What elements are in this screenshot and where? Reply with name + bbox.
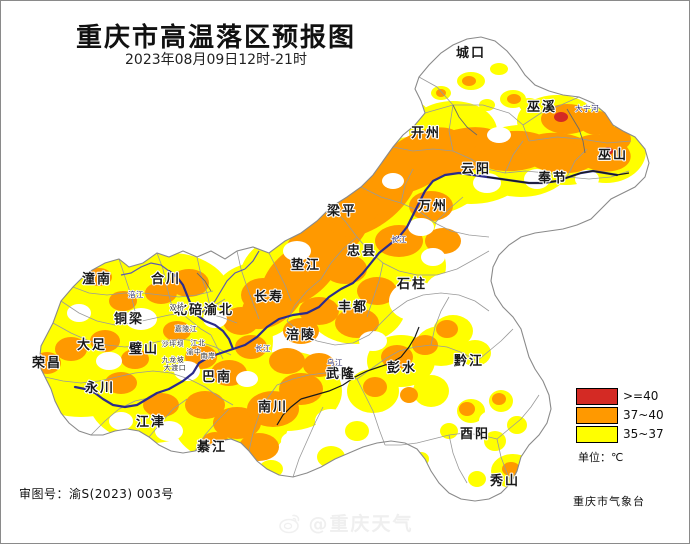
svg-text:嘉陵江: 嘉陵江 bbox=[175, 324, 198, 333]
svg-text:城口: 城口 bbox=[456, 45, 486, 61]
svg-text:南岸: 南岸 bbox=[201, 351, 216, 360]
legend-item: 37~40 bbox=[576, 406, 664, 424]
legend-swatch-over-40 bbox=[576, 387, 618, 405]
svg-text:涪江: 涪江 bbox=[128, 289, 144, 299]
svg-text:忠县: 忠县 bbox=[347, 243, 377, 259]
svg-text:长江: 长江 bbox=[391, 234, 407, 244]
svg-text:潼南: 潼南 bbox=[82, 271, 112, 287]
svg-text:大宁河: 大宁河 bbox=[575, 103, 599, 113]
issuer-label: 重庆市气象台 bbox=[573, 495, 645, 508]
svg-text:铜梁: 铜梁 bbox=[113, 311, 144, 327]
svg-text:綦江: 綦江 bbox=[196, 439, 227, 455]
svg-text:秀山: 秀山 bbox=[489, 473, 520, 489]
svg-text:渝北: 渝北 bbox=[204, 302, 234, 318]
svg-text:江津: 江津 bbox=[136, 414, 166, 430]
svg-text:万州: 万州 bbox=[417, 199, 448, 214]
tributary-rivers bbox=[120, 250, 260, 316]
svg-text:黔江: 黔江 bbox=[454, 353, 484, 369]
svg-text:长寿: 长寿 bbox=[254, 289, 284, 305]
river-dark-segment bbox=[276, 170, 630, 426]
page-title: 重庆市高温落区预报图 bbox=[75, 23, 356, 53]
svg-text:武隆: 武隆 bbox=[326, 366, 356, 382]
svg-text:石柱: 石柱 bbox=[396, 276, 427, 292]
svg-text:荣昌: 荣昌 bbox=[31, 355, 62, 371]
svg-text:渝中: 渝中 bbox=[187, 347, 202, 356]
county-boundaries bbox=[44, 76, 632, 484]
legend-unit: 单位：℃ bbox=[578, 451, 624, 464]
legend-swatch-37-40 bbox=[576, 406, 618, 424]
svg-text:双桥: 双桥 bbox=[170, 303, 185, 312]
svg-text:长江: 长江 bbox=[255, 343, 271, 353]
svg-text:璧山: 璧山 bbox=[129, 341, 159, 357]
watermark-text: @重庆天气 bbox=[308, 513, 414, 535]
svg-text:开州: 开州 bbox=[411, 126, 441, 141]
svg-text:垫江: 垫江 bbox=[291, 257, 321, 273]
river-labels: 大宁河 长江 长江 涪江 乌江 bbox=[127, 102, 599, 368]
province-outline bbox=[38, 36, 650, 502]
svg-text:彭水: 彭水 bbox=[387, 360, 417, 376]
svg-text:大渡口: 大渡口 bbox=[164, 363, 187, 372]
band-over-40 bbox=[554, 112, 613, 155]
svg-text:云阳: 云阳 bbox=[461, 162, 491, 177]
svg-text:巫溪: 巫溪 bbox=[527, 99, 557, 115]
watermark: @重庆天气 bbox=[1, 509, 690, 536]
svg-text:永川: 永川 bbox=[84, 380, 115, 396]
county-labels: 城口 巫溪 巫山 开州 云阳 奉节 梁平 万州 垫江 忠县 石柱 丰都 涪陵 长… bbox=[30, 44, 628, 490]
svg-text:北碚: 北碚 bbox=[174, 302, 204, 318]
svg-text:沙坪坝: 沙坪坝 bbox=[162, 339, 185, 348]
legend-label-over-40: >=40 bbox=[623, 389, 659, 403]
svg-text:九龙坡: 九龙坡 bbox=[162, 355, 185, 364]
legend-item: 35~37 bbox=[576, 425, 664, 443]
approval-number: 审图号：渝S(2023) 003号 bbox=[19, 487, 174, 501]
svg-text:涪陵: 涪陵 bbox=[286, 327, 316, 343]
legend-label-35-37: 35~37 bbox=[623, 427, 664, 441]
cool-pockets bbox=[67, 127, 599, 476]
svg-text:江北: 江北 bbox=[191, 339, 206, 347]
legend-item: >=40 bbox=[576, 387, 664, 405]
weibo-icon bbox=[279, 514, 300, 533]
district-labels: 嘉陵江 沙坪坝 渝中 九龙坡 大渡口 南岸 江北 双桥 bbox=[161, 302, 216, 373]
svg-text:奉节: 奉节 bbox=[537, 170, 568, 186]
legend-swatch-35-37 bbox=[576, 425, 618, 443]
svg-text:南川: 南川 bbox=[258, 399, 288, 415]
svg-text:丰都: 丰都 bbox=[338, 299, 368, 315]
svg-text:合川: 合川 bbox=[151, 271, 181, 287]
band-37-40 bbox=[39, 76, 631, 476]
svg-text:巫山: 巫山 bbox=[598, 147, 628, 163]
svg-text:巴南: 巴南 bbox=[202, 369, 232, 385]
legend: >=40 37~40 35~37 bbox=[576, 387, 664, 444]
legend-label-37-40: 37~40 bbox=[623, 408, 664, 422]
svg-text:酉阳: 酉阳 bbox=[460, 427, 490, 442]
page-subtitle: 2023年08月09日12时-21时 bbox=[125, 52, 307, 68]
svg-text:乌江: 乌江 bbox=[327, 357, 343, 367]
svg-text:梁平: 梁平 bbox=[326, 203, 357, 219]
svg-text:大足: 大足 bbox=[77, 337, 107, 353]
minor-rivers bbox=[196, 104, 586, 292]
